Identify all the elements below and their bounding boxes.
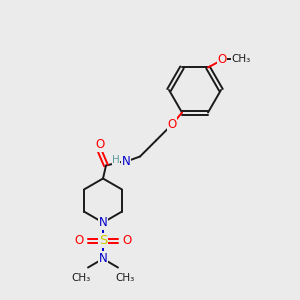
Text: N: N (99, 252, 107, 265)
Text: H: H (112, 154, 120, 164)
Text: O: O (95, 138, 105, 151)
Text: CH₃: CH₃ (71, 272, 91, 283)
Text: O: O (167, 118, 177, 131)
Text: CH₃: CH₃ (231, 55, 250, 64)
Text: O: O (218, 53, 226, 66)
Text: S: S (99, 234, 107, 247)
Text: O: O (122, 234, 132, 247)
Text: N: N (99, 216, 107, 229)
Text: O: O (74, 234, 84, 247)
Text: CH₃: CH₃ (116, 272, 135, 283)
Text: N: N (122, 155, 130, 168)
